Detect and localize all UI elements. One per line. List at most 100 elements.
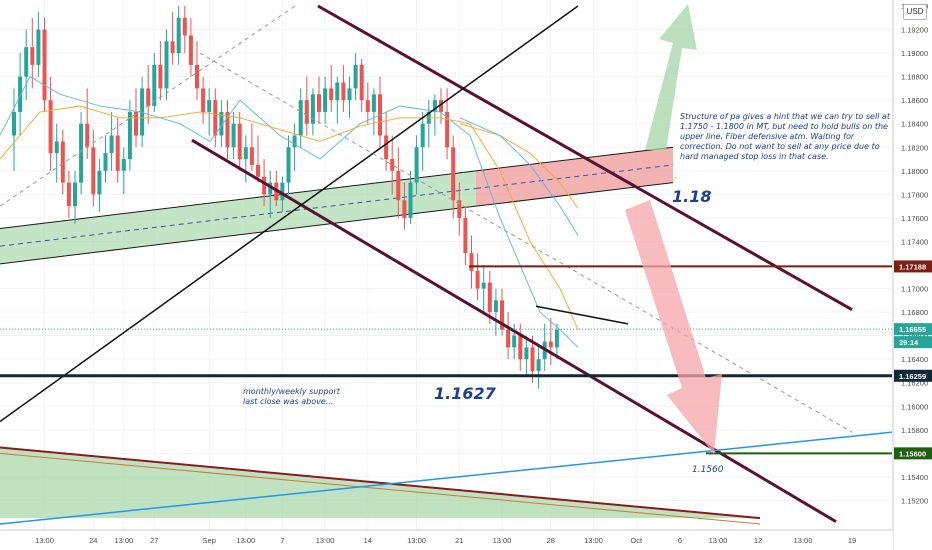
candle-body — [304, 100, 309, 124]
candle-body — [280, 182, 285, 201]
candle-body — [207, 100, 212, 112]
candle-body — [292, 135, 297, 148]
ma-fast-line — [0, 75, 579, 348]
candle-body — [262, 176, 267, 195]
time-tick-label: 13:00 — [709, 536, 728, 545]
candle-body — [432, 100, 437, 112]
ma-slow-line-2 — [459, 117, 579, 236]
candle-body — [323, 88, 328, 112]
candle-body — [408, 182, 413, 218]
candle-body — [91, 147, 96, 195]
candle-body — [127, 111, 132, 160]
candle-body — [256, 164, 260, 177]
candle-body — [103, 153, 108, 171]
price-tick-label: 1.17800 — [901, 190, 928, 199]
level-118-label: 1.18 — [672, 187, 712, 206]
candle-body — [213, 100, 218, 136]
candle-body — [268, 182, 273, 195]
candle-body — [390, 159, 395, 171]
candle-body — [317, 94, 321, 112]
candle-body — [286, 147, 291, 183]
candle-body — [97, 170, 102, 195]
channel-lower-line — [191, 138, 837, 523]
price-tick-label: 1.18400 — [901, 120, 928, 129]
price-tag-label: 1.16655 — [899, 325, 926, 334]
candle-body — [365, 100, 370, 112]
support-annotation: monthly/weekly support last close was ab… — [243, 387, 340, 406]
candle-body — [18, 76, 23, 112]
candle-body — [188, 35, 193, 65]
candle-body — [445, 111, 450, 148]
candle-body — [420, 123, 425, 148]
price-tag-label: 1.16259 — [899, 372, 926, 381]
time-tick-label: Sep — [203, 536, 216, 545]
time-tick-label: 14 — [364, 536, 372, 545]
candle-body — [170, 41, 175, 54]
price-tick-label: 1.18600 — [901, 96, 928, 105]
chart-grid — [0, 0, 892, 530]
currency-button[interactable]: USD — [903, 4, 927, 20]
price-tick-label: 1.18800 — [901, 73, 928, 82]
price-tag-label: 1.17188 — [899, 262, 926, 271]
price-tag-bg — [894, 323, 932, 336]
blue-trendline — [0, 431, 893, 525]
time-tick-label: 13:00 — [316, 536, 335, 545]
candle-body — [225, 111, 230, 148]
time-tick-label: 24 — [89, 536, 97, 545]
time-tick-label: 28 — [547, 536, 555, 545]
candle-body — [554, 329, 559, 348]
candle-body — [371, 94, 376, 112]
wedge-upper-line — [0, 446, 761, 520]
time-tick-label: 13:00 — [236, 536, 255, 545]
candle-body — [249, 147, 254, 165]
candle-body — [36, 29, 41, 65]
long-diagonal-line — [0, 5, 579, 423]
price-tag-label: 1.15600 — [899, 449, 926, 458]
drawn-zones — [0, 146, 761, 525]
candle-body — [359, 64, 364, 101]
time-tick-label: 12 — [754, 536, 762, 545]
candle-body — [353, 64, 358, 89]
price-tag-bg — [894, 369, 932, 382]
candle-body — [347, 88, 352, 101]
short-resistance-line — [535, 305, 629, 325]
analysis-annotation: Structure of pa gives a hint that we can… — [680, 112, 890, 161]
candle-body — [335, 82, 340, 101]
candle-body — [536, 359, 541, 371]
candle-body — [439, 100, 443, 112]
time-tick-label: 19 — [848, 536, 856, 545]
price-tick-label: 1.18200 — [901, 143, 928, 152]
candle-body — [493, 300, 498, 313]
candle-body — [73, 182, 77, 207]
candle-body — [48, 100, 53, 154]
red-down-arrow — [625, 200, 722, 454]
candle-body — [152, 64, 157, 107]
candle-body — [121, 159, 126, 171]
price-tick-label: 1.19000 — [901, 49, 928, 58]
candle-body — [219, 111, 224, 136]
candle-body — [79, 123, 84, 183]
candle-body — [30, 47, 35, 65]
candle-body — [512, 335, 517, 348]
price-tick-label: 1.16000 — [901, 402, 928, 411]
candle-body — [115, 135, 120, 171]
candle-body — [530, 347, 535, 371]
candle-body — [182, 17, 187, 36]
time-tick-label: 27 — [150, 536, 158, 545]
candle-body — [195, 64, 199, 89]
time-tick-label: 13:00 — [493, 536, 512, 545]
price-tick-label: 1.15400 — [901, 473, 928, 482]
wedge-inner-line — [0, 452, 761, 525]
candle-body — [451, 147, 456, 201]
candle-body — [12, 111, 16, 136]
price-tag-bg — [894, 447, 932, 460]
time-tick-label: 21 — [455, 536, 463, 545]
drawn-lines — [0, 4, 893, 525]
candle-body — [518, 335, 523, 360]
candle-body — [42, 29, 47, 101]
candle-body — [231, 123, 236, 148]
time-tick-label: 13:00 — [584, 536, 603, 545]
price-tick-label: 1.19200 — [901, 26, 928, 35]
candle-body — [310, 94, 315, 124]
